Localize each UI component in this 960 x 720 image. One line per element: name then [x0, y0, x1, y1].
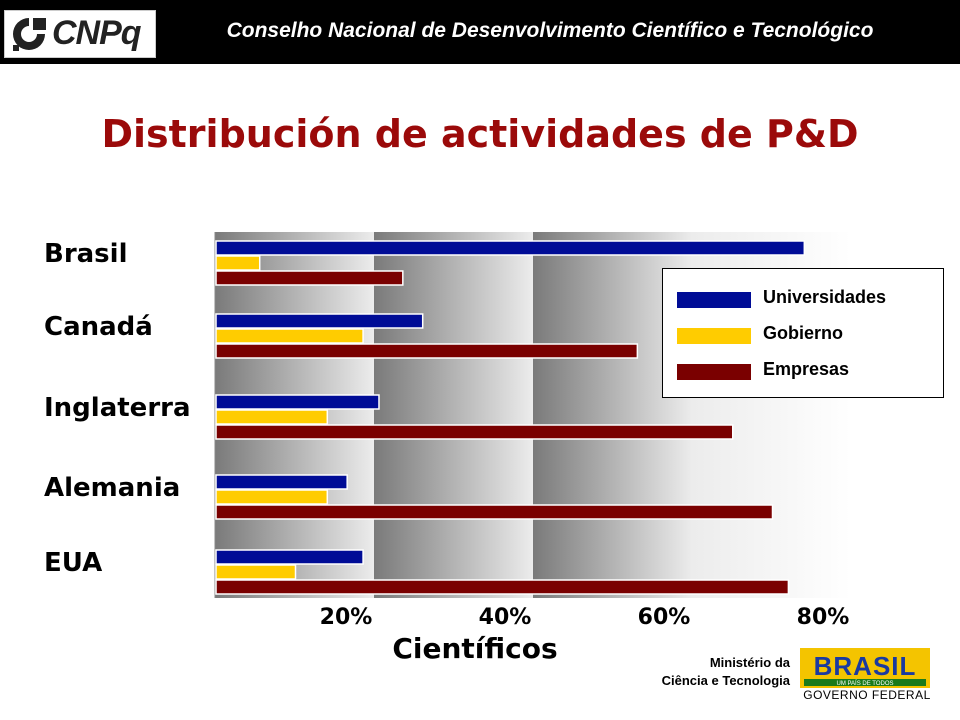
- legend-label-universidades: Universidades: [763, 287, 887, 307]
- bar-gobierno-2: [215, 409, 329, 425]
- legend-swatch-empresas: [677, 364, 751, 380]
- bar-universidades-0: [215, 240, 806, 256]
- cnpq-logo: CNPq: [4, 10, 156, 58]
- bar-empresas-2: [215, 424, 734, 440]
- bar-universidades-4: [215, 549, 364, 565]
- x-tick-labels: 20% 40% 60% 80%: [320, 605, 850, 630]
- bar-gobierno-0: [215, 255, 261, 271]
- category-label-4: EUA: [44, 548, 102, 578]
- category-label-3: Alemania: [44, 473, 180, 503]
- bar-gobierno-4: [215, 564, 297, 580]
- x-tick-label-2: 60%: [638, 605, 691, 630]
- brasil-tagline: UM PAÍS DE TODOS: [836, 680, 893, 687]
- category-label-1: Canadá: [44, 312, 153, 342]
- category-label-0: Brasil: [44, 239, 127, 269]
- organization-name: Conselho Nacional de Desenvolvimento Cie…: [226, 19, 874, 42]
- x-axis-label: Científicos: [392, 632, 557, 665]
- bar-gobierno-1: [215, 328, 364, 344]
- legend-item-gobierno: Gobierno: [677, 323, 937, 347]
- legend-item-universidades: Universidades: [677, 287, 937, 311]
- brasil-logo-text: BRASIL: [814, 651, 917, 681]
- bar-empresas-0: [215, 270, 404, 286]
- cnpq-symbol-icon: [13, 18, 46, 51]
- brasil-logo-mark: BRASIL UM PAÍS DE TODOS: [802, 650, 928, 687]
- legend-item-empresas: Empresas: [677, 359, 937, 383]
- legend-swatch-universidades: [677, 292, 751, 308]
- legend-label-empresas: Empresas: [763, 359, 850, 379]
- bar-universidades-3: [215, 474, 348, 490]
- bar-empresas-4: [215, 579, 790, 595]
- bar-empresas-1: [215, 343, 639, 359]
- legend-swatch-gobierno: [677, 328, 751, 344]
- government-label: GOVERNO FEDERAL: [803, 688, 931, 702]
- x-tick-label-3: 80%: [797, 605, 850, 630]
- logo-text: CNPq: [52, 14, 142, 52]
- plot-band-2: [374, 232, 533, 598]
- legend-label-gobierno: Gobierno: [763, 323, 843, 343]
- header-bar: CNPq Conselho Nacional de Desenvolviment…: [0, 0, 960, 64]
- chart-title: Distribución de actividades de P&D: [101, 112, 859, 156]
- ministry-line-2: Ciência e Tecnologia: [661, 673, 790, 688]
- bar-universidades-1: [215, 313, 424, 329]
- chart-legend: Universidades Gobierno Empresas: [662, 268, 944, 398]
- ministry-line-1: Ministério da: [709, 655, 790, 670]
- ministry-label: Ministério da Ciência e Tecnologia: [600, 654, 790, 690]
- brasil-logo: BRASIL UM PAÍS DE TODOS: [800, 648, 930, 688]
- x-tick-label-0: 20%: [320, 605, 373, 630]
- category-labels: Brasil Canadá Inglaterra Alemania EUA: [44, 239, 191, 578]
- bars-group: [215, 240, 806, 595]
- category-label-2: Inglaterra: [44, 393, 191, 423]
- x-tick-label-1: 40%: [479, 605, 532, 630]
- bar-empresas-3: [215, 504, 774, 520]
- bar-gobierno-3: [215, 489, 329, 505]
- bar-universidades-2: [215, 394, 380, 410]
